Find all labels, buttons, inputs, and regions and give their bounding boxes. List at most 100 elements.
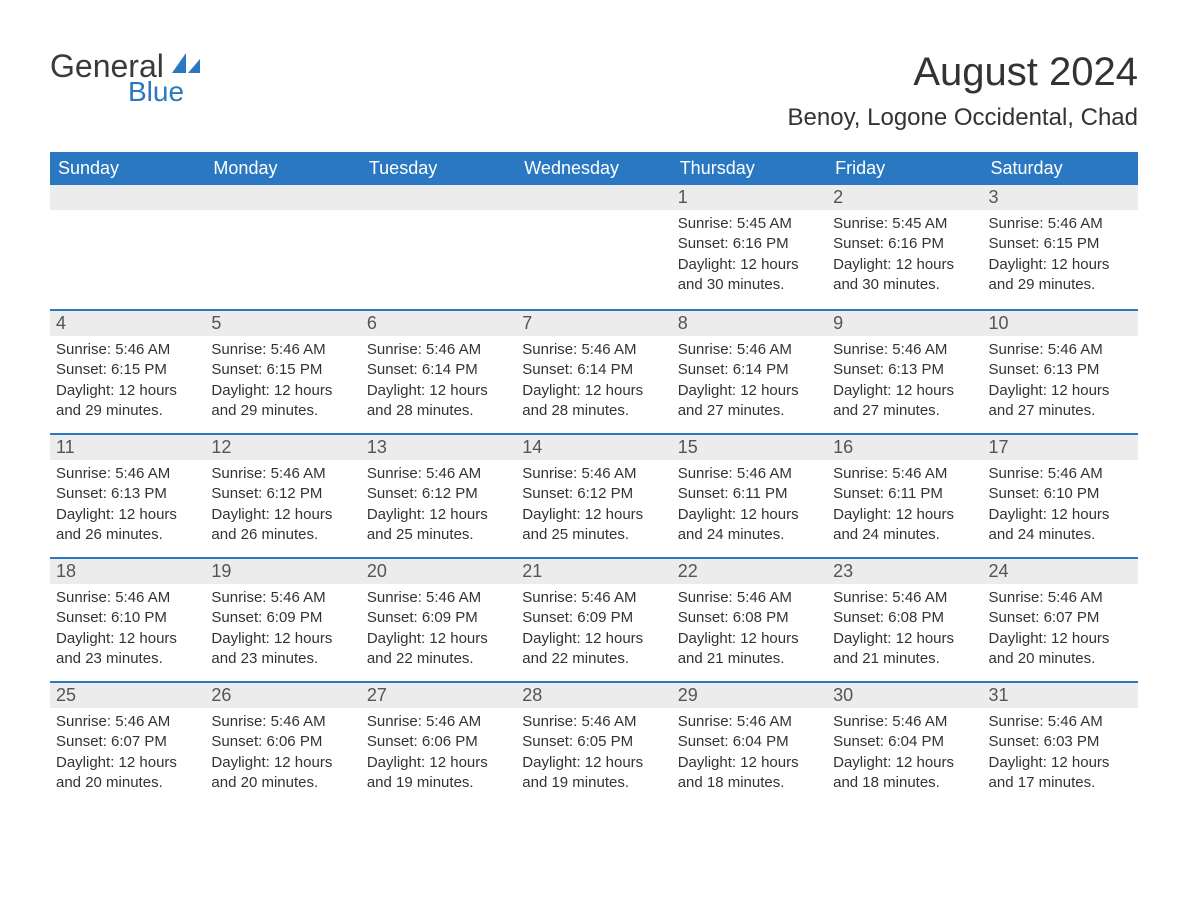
calendar-day: 24Sunrise: 5:46 AMSunset: 6:07 PMDayligh… <box>983 557 1138 681</box>
day-number: 13 <box>361 435 516 460</box>
calendar-day: 21Sunrise: 5:46 AMSunset: 6:09 PMDayligh… <box>516 557 671 681</box>
calendar-day: 19Sunrise: 5:46 AMSunset: 6:09 PMDayligh… <box>205 557 360 681</box>
daylight-line-1: Daylight: 12 hours <box>211 381 354 401</box>
weekday-header: Wednesday <box>516 152 671 185</box>
sunrise-line: Sunrise: 5:46 AM <box>211 340 354 360</box>
day-number: 4 <box>50 311 205 336</box>
sunrise-line: Sunrise: 5:46 AM <box>56 588 199 608</box>
day-body: Sunrise: 5:46 AMSunset: 6:06 PMDaylight:… <box>205 708 360 801</box>
day-body: Sunrise: 5:46 AMSunset: 6:11 PMDaylight:… <box>827 460 982 553</box>
sunrise-line: Sunrise: 5:46 AM <box>833 588 976 608</box>
calendar-day: 27Sunrise: 5:46 AMSunset: 6:06 PMDayligh… <box>361 681 516 805</box>
daylight-line-2: and 26 minutes. <box>56 525 199 545</box>
calendar-day: 3Sunrise: 5:46 AMSunset: 6:15 PMDaylight… <box>983 185 1138 309</box>
daylight-line-2: and 25 minutes. <box>367 525 510 545</box>
calendar-empty <box>361 185 516 309</box>
daylight-line-1: Daylight: 12 hours <box>367 505 510 525</box>
daylight-line-2: and 30 minutes. <box>678 275 821 295</box>
daylight-line-2: and 22 minutes. <box>367 649 510 669</box>
day-number: 15 <box>672 435 827 460</box>
daylight-line-1: Daylight: 12 hours <box>833 505 976 525</box>
weekday-header-row: SundayMondayTuesdayWednesdayThursdayFrid… <box>50 152 1138 185</box>
day-number: 8 <box>672 311 827 336</box>
weekday-header: Friday <box>827 152 982 185</box>
sunset-line: Sunset: 6:06 PM <box>211 732 354 752</box>
sunrise-line: Sunrise: 5:46 AM <box>678 340 821 360</box>
calendar-day: 7Sunrise: 5:46 AMSunset: 6:14 PMDaylight… <box>516 309 671 433</box>
calendar-day: 4Sunrise: 5:46 AMSunset: 6:15 PMDaylight… <box>50 309 205 433</box>
day-body <box>361 210 516 222</box>
day-body: Sunrise: 5:45 AMSunset: 6:16 PMDaylight:… <box>827 210 982 303</box>
day-number: 11 <box>50 435 205 460</box>
calendar-day: 31Sunrise: 5:46 AMSunset: 6:03 PMDayligh… <box>983 681 1138 805</box>
sunset-line: Sunset: 6:05 PM <box>522 732 665 752</box>
calendar-day: 8Sunrise: 5:46 AMSunset: 6:14 PMDaylight… <box>672 309 827 433</box>
day-number <box>361 185 516 210</box>
sunset-line: Sunset: 6:10 PM <box>56 608 199 628</box>
day-body: Sunrise: 5:46 AMSunset: 6:09 PMDaylight:… <box>361 584 516 677</box>
calendar-empty <box>205 185 360 309</box>
daylight-line-2: and 18 minutes. <box>678 773 821 793</box>
daylight-line-1: Daylight: 12 hours <box>833 381 976 401</box>
calendar-empty <box>516 185 671 309</box>
daylight-line-2: and 24 minutes. <box>833 525 976 545</box>
day-number: 17 <box>983 435 1138 460</box>
daylight-line-1: Daylight: 12 hours <box>56 381 199 401</box>
daylight-line-1: Daylight: 12 hours <box>989 753 1132 773</box>
daylight-line-2: and 29 minutes. <box>211 401 354 421</box>
daylight-line-2: and 21 minutes. <box>833 649 976 669</box>
daylight-line-1: Daylight: 12 hours <box>367 629 510 649</box>
daylight-line-1: Daylight: 12 hours <box>678 381 821 401</box>
calendar-day: 30Sunrise: 5:46 AMSunset: 6:04 PMDayligh… <box>827 681 982 805</box>
day-body: Sunrise: 5:46 AMSunset: 6:12 PMDaylight:… <box>205 460 360 553</box>
daylight-line-1: Daylight: 12 hours <box>833 255 976 275</box>
daylight-line-1: Daylight: 12 hours <box>522 381 665 401</box>
sunrise-line: Sunrise: 5:46 AM <box>989 588 1132 608</box>
day-number: 21 <box>516 559 671 584</box>
sunrise-line: Sunrise: 5:46 AM <box>367 712 510 732</box>
calendar-day: 17Sunrise: 5:46 AMSunset: 6:10 PMDayligh… <box>983 433 1138 557</box>
day-number: 26 <box>205 683 360 708</box>
daylight-line-1: Daylight: 12 hours <box>56 505 199 525</box>
daylight-line-2: and 26 minutes. <box>211 525 354 545</box>
day-number: 1 <box>672 185 827 210</box>
day-body <box>50 210 205 222</box>
day-number: 22 <box>672 559 827 584</box>
calendar-empty <box>50 185 205 309</box>
weekday-header: Monday <box>205 152 360 185</box>
daylight-line-1: Daylight: 12 hours <box>989 505 1132 525</box>
sunrise-line: Sunrise: 5:45 AM <box>678 214 821 234</box>
sunset-line: Sunset: 6:14 PM <box>522 360 665 380</box>
sunrise-line: Sunrise: 5:46 AM <box>211 712 354 732</box>
daylight-line-2: and 29 minutes. <box>56 401 199 421</box>
sunrise-line: Sunrise: 5:46 AM <box>678 712 821 732</box>
day-number: 12 <box>205 435 360 460</box>
day-body: Sunrise: 5:46 AMSunset: 6:13 PMDaylight:… <box>827 336 982 429</box>
calendar-day: 10Sunrise: 5:46 AMSunset: 6:13 PMDayligh… <box>983 309 1138 433</box>
sunrise-line: Sunrise: 5:46 AM <box>989 214 1132 234</box>
day-body: Sunrise: 5:46 AMSunset: 6:15 PMDaylight:… <box>50 336 205 429</box>
sunrise-line: Sunrise: 5:46 AM <box>833 464 976 484</box>
day-body <box>205 210 360 222</box>
calendar-row: 25Sunrise: 5:46 AMSunset: 6:07 PMDayligh… <box>50 681 1138 805</box>
daylight-line-1: Daylight: 12 hours <box>56 753 199 773</box>
sunrise-line: Sunrise: 5:46 AM <box>522 588 665 608</box>
day-body: Sunrise: 5:46 AMSunset: 6:09 PMDaylight:… <box>516 584 671 677</box>
calendar-day: 23Sunrise: 5:46 AMSunset: 6:08 PMDayligh… <box>827 557 982 681</box>
calendar-day: 6Sunrise: 5:46 AMSunset: 6:14 PMDaylight… <box>361 309 516 433</box>
daylight-line-1: Daylight: 12 hours <box>211 505 354 525</box>
calendar-row: 11Sunrise: 5:46 AMSunset: 6:13 PMDayligh… <box>50 433 1138 557</box>
calendar-body: 1Sunrise: 5:45 AMSunset: 6:16 PMDaylight… <box>50 185 1138 805</box>
day-number: 3 <box>983 185 1138 210</box>
day-body: Sunrise: 5:46 AMSunset: 6:14 PMDaylight:… <box>361 336 516 429</box>
sunset-line: Sunset: 6:06 PM <box>367 732 510 752</box>
day-body: Sunrise: 5:46 AMSunset: 6:14 PMDaylight:… <box>516 336 671 429</box>
day-body: Sunrise: 5:46 AMSunset: 6:13 PMDaylight:… <box>983 336 1138 429</box>
daylight-line-1: Daylight: 12 hours <box>367 753 510 773</box>
sunset-line: Sunset: 6:07 PM <box>56 732 199 752</box>
day-number <box>516 185 671 210</box>
sunset-line: Sunset: 6:03 PM <box>989 732 1132 752</box>
day-number: 6 <box>361 311 516 336</box>
sunset-line: Sunset: 6:08 PM <box>678 608 821 628</box>
calendar-day: 9Sunrise: 5:46 AMSunset: 6:13 PMDaylight… <box>827 309 982 433</box>
